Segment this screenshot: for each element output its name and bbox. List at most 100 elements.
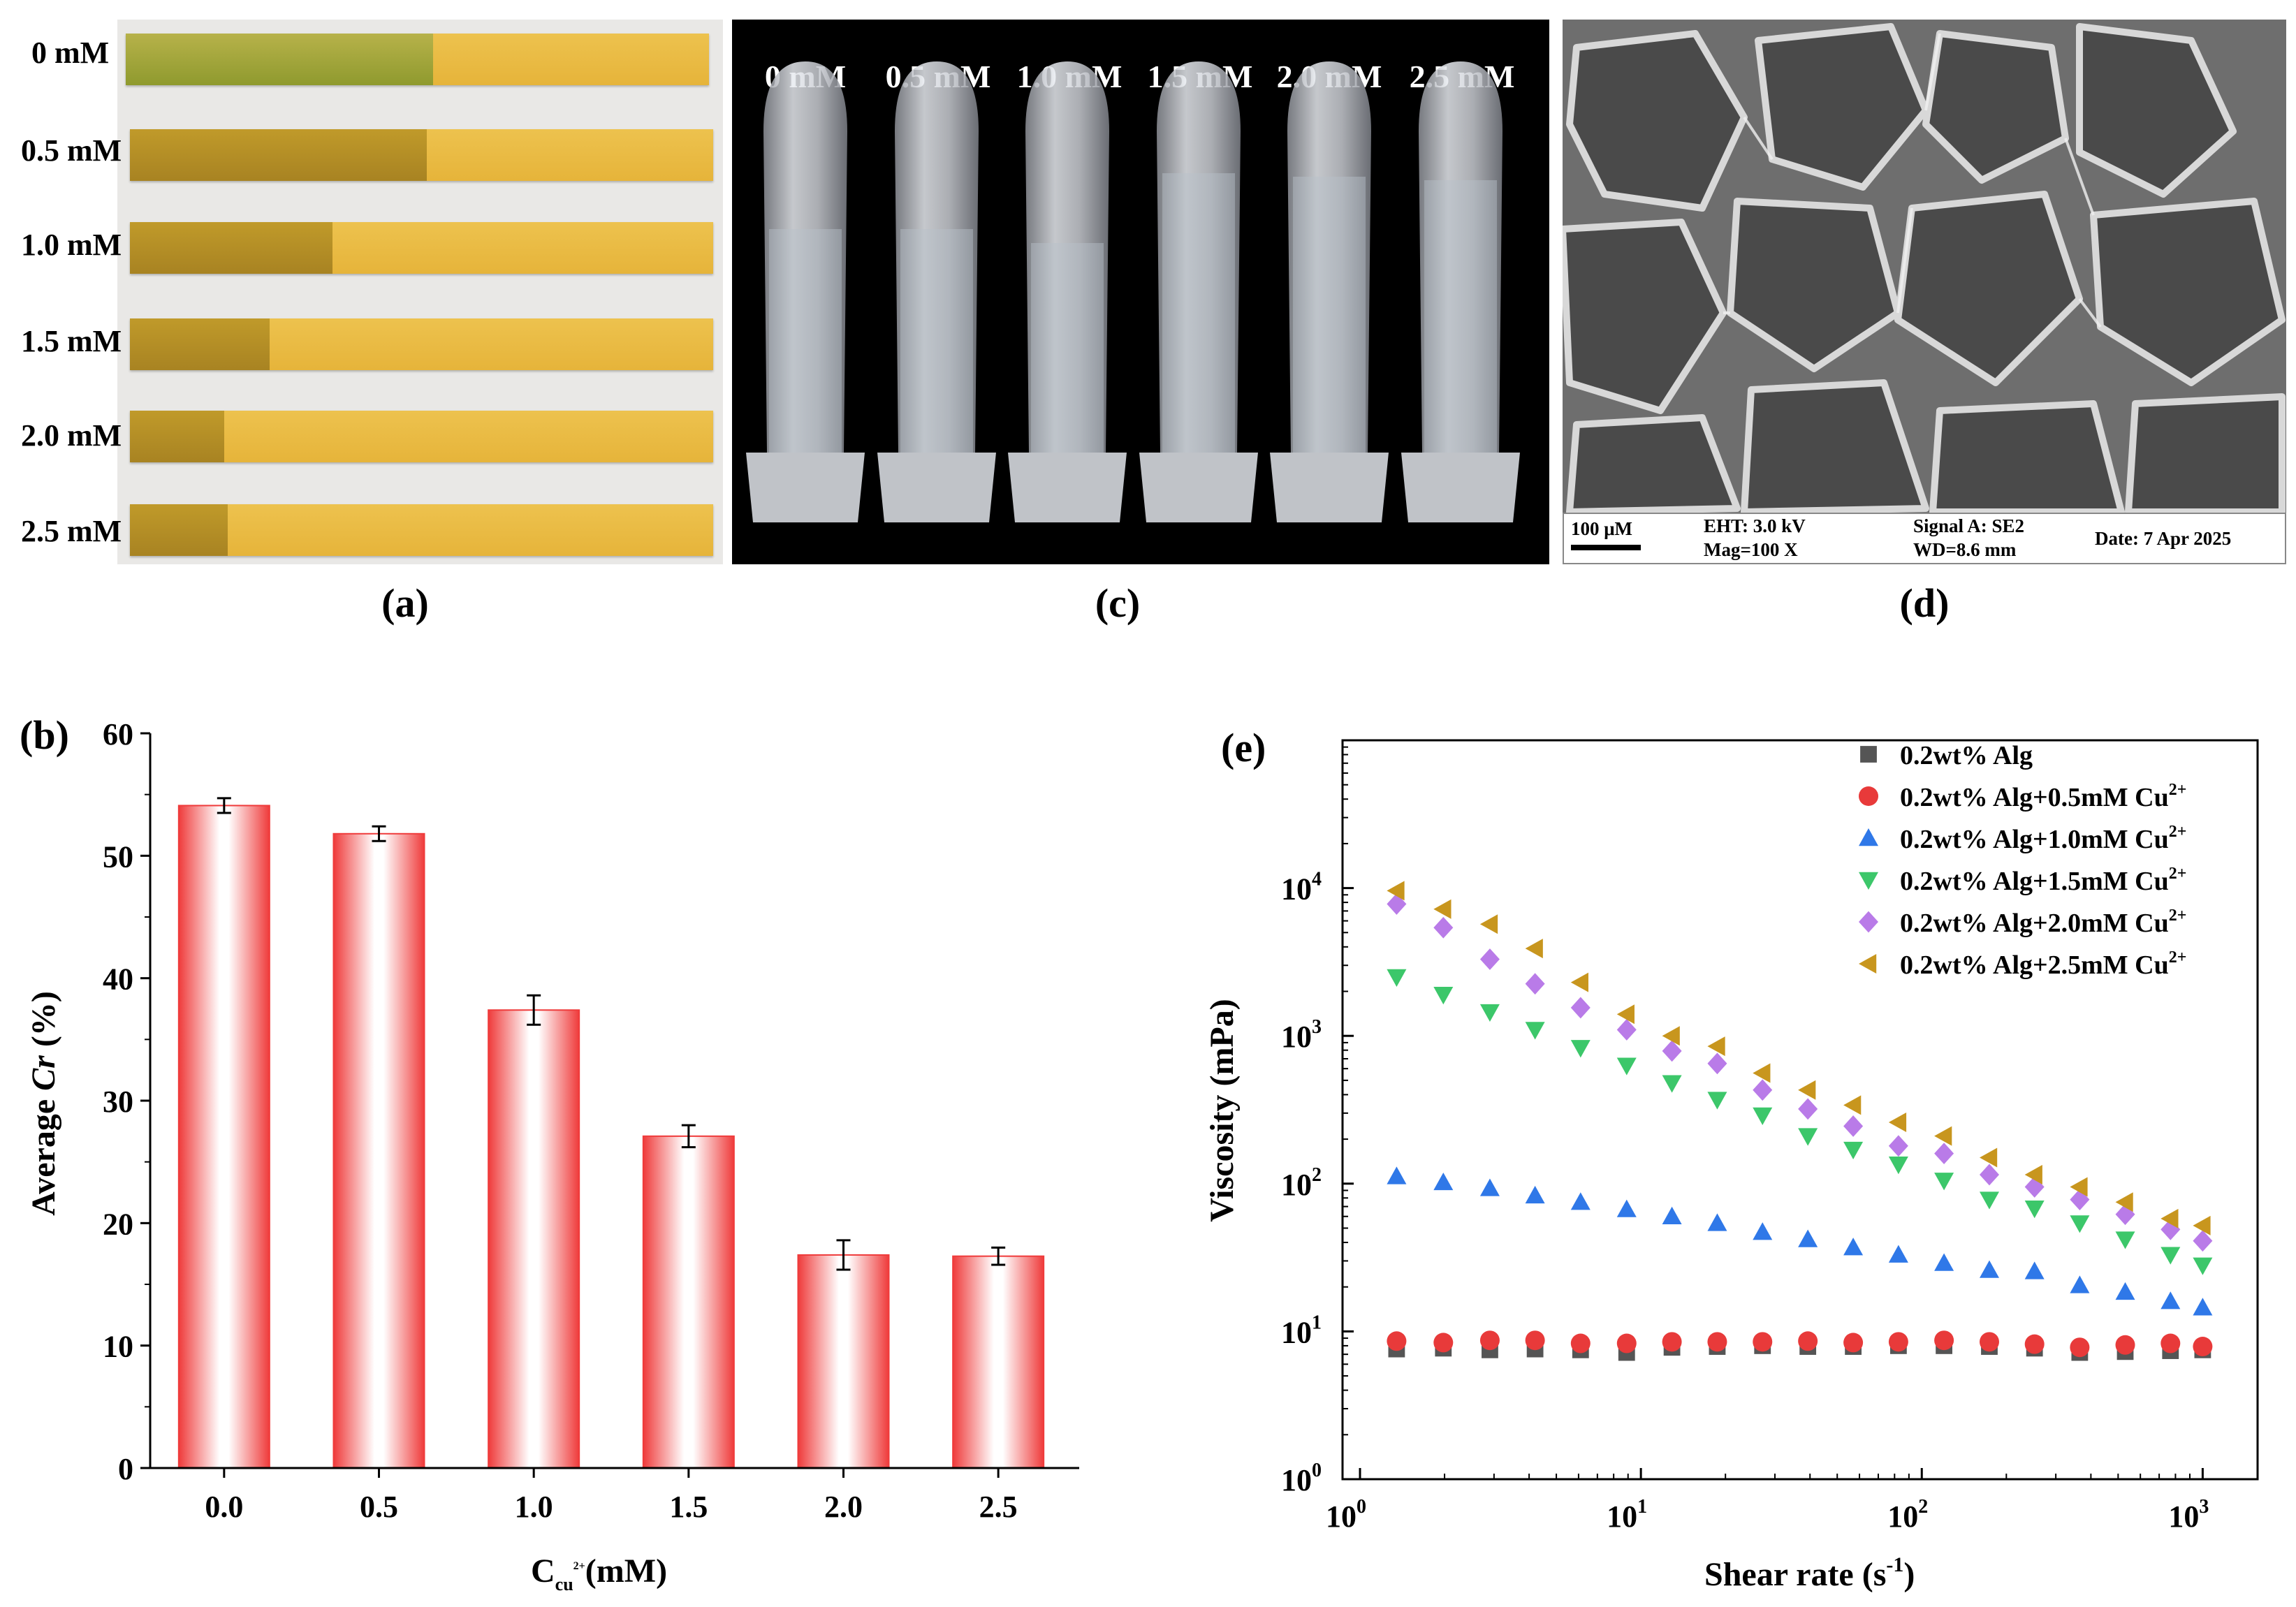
x-axis-label: Shear rate (s-1) <box>1704 1553 1915 1593</box>
data-point <box>2193 1257 2213 1275</box>
y-tick-label: 101 <box>1281 1312 1322 1349</box>
bar <box>488 1009 580 1469</box>
data-point <box>2070 1275 2090 1293</box>
sem-info-bar: 100 μM EHT: 3.0 kV Mag=100 X Signal A: S… <box>1563 513 2286 564</box>
x-axis-label: Ccu2+(mM) <box>531 1553 667 1594</box>
legend-marker <box>1859 954 1877 974</box>
data-point <box>1798 1128 1818 1146</box>
data-point <box>2160 1247 2181 1265</box>
test-strip <box>126 34 709 85</box>
tube-cap <box>746 453 865 522</box>
data-point <box>1888 1112 1907 1132</box>
data-point <box>1387 881 1405 901</box>
tube-liquid <box>1162 173 1235 453</box>
tube-cap <box>1008 453 1127 522</box>
data-point <box>2160 1208 2179 1228</box>
data-point <box>1616 1333 1637 1353</box>
data-point <box>1843 1141 1864 1160</box>
data-point <box>1570 1040 1591 1058</box>
bar <box>642 1135 735 1469</box>
data-point <box>2115 1335 2135 1355</box>
bar-chart: (b) 0 10 20 30 40 50 60 0.0 0.5 1.0 1.5 2.0 2.5 Ccu… <box>20 712 1079 1594</box>
data-point <box>1433 1333 1454 1353</box>
data-point <box>1753 1332 1773 1352</box>
bar <box>332 832 425 1469</box>
data-point <box>1798 1331 1818 1351</box>
data-point <box>1843 1095 1862 1115</box>
tube-body <box>895 61 979 453</box>
data-point <box>1843 1333 1864 1353</box>
y-axis-label: Viscosity (mPa) <box>1204 999 1241 1221</box>
bar <box>177 805 270 1469</box>
data-point <box>1662 1075 1682 1093</box>
y-tick-label: 100 <box>1281 1460 1322 1497</box>
data-point <box>1616 1019 1637 1041</box>
data-point <box>1979 1191 1999 1210</box>
tube-liquid <box>900 229 973 453</box>
data-point <box>1570 1333 1591 1353</box>
legend-label: 0.2wt% Alg <box>1900 741 2033 770</box>
legend-label: 0.2wt% Alg+1.0mM Cu2+ <box>1900 823 2186 854</box>
tube-body <box>1287 61 1371 453</box>
data-point <box>1843 1238 1864 1256</box>
y-tick-label: 60 <box>103 717 133 751</box>
x-tick-label: 103 <box>2168 1496 2209 1534</box>
data-point <box>1616 1004 1635 1025</box>
tube-liquid <box>769 229 842 453</box>
panel-d-caption: (d) <box>1899 580 1950 626</box>
y-tick-label: 20 <box>103 1207 133 1241</box>
data-point <box>2160 1291 2181 1309</box>
eht-value: EHT: 3.0 kV <box>1704 515 1806 536</box>
x-tick-label: 100 <box>1326 1496 1366 1534</box>
y-tick-label: 102 <box>1281 1164 1322 1202</box>
strip-label: 1.5 mM <box>21 324 122 358</box>
x-tick-label: 2.0 <box>824 1490 863 1524</box>
data-point <box>1525 1330 1545 1351</box>
y-tick-label: 30 <box>103 1085 133 1119</box>
data-point <box>1707 1332 1727 1352</box>
data-point <box>1433 1172 1454 1191</box>
x-tick-label: 1.0 <box>515 1490 553 1524</box>
data-point <box>2070 1177 2088 1197</box>
data-point <box>1934 1253 1954 1271</box>
data-point <box>1662 1332 1682 1352</box>
tube-cap <box>877 453 996 522</box>
strip-label: 0 mM <box>31 36 110 70</box>
y-tick-label: 0 <box>118 1452 133 1486</box>
legend-marker <box>1859 911 1878 933</box>
y-tick-label: 104 <box>1281 869 1322 907</box>
strip-label: 2.5 mM <box>21 514 122 548</box>
panel-c-caption: (c) <box>1095 580 1141 626</box>
tube-body <box>1025 61 1109 453</box>
signal-value: Signal A: SE2 <box>1913 515 2025 536</box>
data-point <box>2115 1231 2135 1249</box>
data-point <box>1433 899 1452 919</box>
data-point <box>1479 1004 1500 1022</box>
data-point <box>1707 1052 1727 1075</box>
legend-marker <box>1859 828 1878 846</box>
test-strip <box>130 129 713 181</box>
legend-label: 0.2wt% Alg+2.5mM Cu2+ <box>1900 948 2186 980</box>
y-tick-label: 103 <box>1281 1016 1322 1054</box>
data-point <box>1707 1213 1727 1231</box>
data-point <box>2070 1337 2090 1358</box>
y-tick-label: 10 <box>103 1330 133 1364</box>
x-tick-label: 2.5 <box>979 1490 1018 1524</box>
data-point <box>1433 916 1454 939</box>
data-point <box>2024 1164 2042 1184</box>
tube-body <box>763 61 847 453</box>
test-strip <box>130 411 713 462</box>
data-point <box>1387 1166 1407 1184</box>
tube-drawings <box>746 61 1520 522</box>
tube-liquid <box>1293 177 1366 453</box>
panel-e-caption: (e) <box>1221 725 1266 770</box>
data-point <box>1525 973 1545 995</box>
data-point <box>1616 1199 1637 1217</box>
data-point <box>1479 948 1500 970</box>
y-tick-label: 50 <box>103 839 133 874</box>
data-point <box>1753 1222 1773 1240</box>
legend-label: 0.2wt% Alg+0.5mM Cu2+ <box>1900 781 2186 812</box>
tube-liquid <box>1424 180 1497 453</box>
data-point <box>1798 1229 1818 1247</box>
strip-label: 1.0 mM <box>21 228 122 262</box>
